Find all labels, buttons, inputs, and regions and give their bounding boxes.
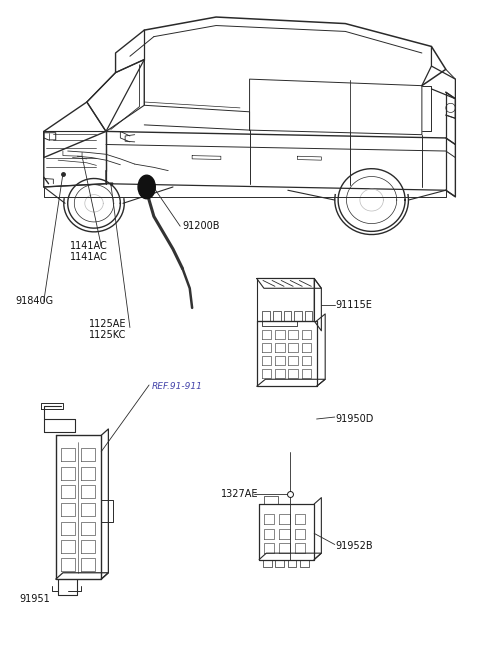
Text: 91840G: 91840G [15, 296, 53, 307]
Text: 91950D: 91950D [336, 414, 374, 424]
Text: 91951: 91951 [20, 593, 50, 604]
Text: 1141AC: 1141AC [70, 252, 108, 262]
Text: REF.91-911: REF.91-911 [152, 382, 203, 391]
Text: 1141AC: 1141AC [70, 241, 108, 251]
Text: 91952B: 91952B [336, 542, 373, 552]
Text: 91115E: 91115E [336, 299, 372, 310]
Text: 1327AE: 1327AE [221, 489, 258, 499]
Text: 1125KC: 1125KC [89, 330, 127, 341]
Circle shape [138, 175, 156, 198]
Text: 91200B: 91200B [182, 221, 220, 231]
Text: 1125AE: 1125AE [89, 319, 127, 329]
